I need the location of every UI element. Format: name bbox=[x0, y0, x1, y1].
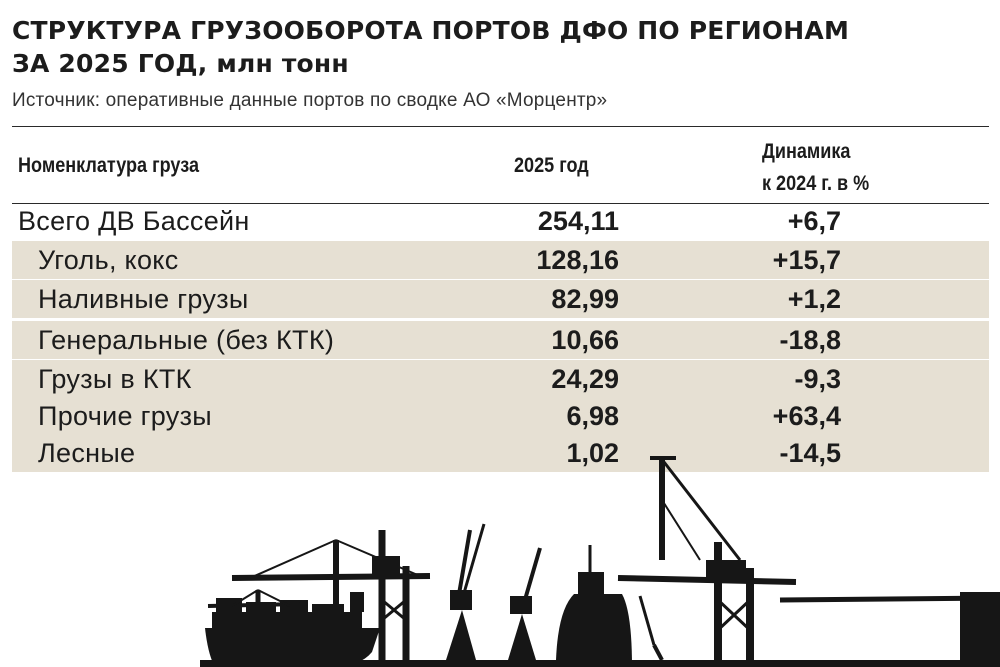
row-value: 6,98 bbox=[566, 401, 619, 431]
row-dynamics: +15,7 bbox=[772, 245, 841, 275]
row-dynamics: +1,2 bbox=[787, 284, 841, 314]
row-value: 128,16 bbox=[536, 245, 619, 275]
table-row-total: Всего ДВ Бассейн 254,11 +6,7 bbox=[12, 202, 989, 240]
table-row: Грузы в КТК 24,29 -9,3 bbox=[12, 360, 989, 398]
port-cranes-and-ships-silhouette-icon bbox=[200, 456, 1000, 667]
row-dynamics: -9,3 bbox=[794, 364, 841, 394]
row-value: 254,11 bbox=[537, 206, 619, 236]
row-name: Лесные bbox=[38, 438, 136, 468]
row-value: 1,02 bbox=[566, 438, 619, 468]
row-name: Уголь, кокс bbox=[38, 245, 179, 275]
column-header-dynamics: Динамика к 2024 г. в % bbox=[762, 136, 869, 200]
page-title: СТРУКТУРА ГРУЗООБОРОТА ПОРТОВ ДФО ПО РЕГ… bbox=[12, 14, 972, 80]
table-row: Наливные грузы 82,99 +1,2 bbox=[12, 280, 989, 318]
row-dynamics: +6,7 bbox=[787, 206, 841, 236]
column-header-name: Номенклатура груза bbox=[18, 154, 200, 177]
row-name: Всего ДВ Бассейн bbox=[18, 206, 250, 236]
title-line-2: ЗА 2025 ГОД, млн тонн bbox=[12, 49, 349, 78]
row-name: Грузы в КТК bbox=[38, 364, 192, 394]
table-row: Прочие грузы 6,98 +63,4 bbox=[12, 397, 989, 435]
table-row: Лесные 1,02 -14,5 bbox=[12, 434, 989, 472]
column-header-dynamics-line-1: Динамика bbox=[762, 140, 851, 163]
row-value: 10,66 bbox=[551, 325, 619, 355]
row-dynamics: -14,5 bbox=[779, 438, 841, 468]
top-divider bbox=[12, 126, 989, 127]
row-value: 24,29 bbox=[551, 364, 619, 394]
row-name: Генеральные (без КТК) bbox=[38, 325, 335, 355]
table-row: Генеральные (без КТК) 10,66 -18,8 bbox=[12, 321, 989, 359]
row-value: 82,99 bbox=[551, 284, 619, 314]
row-dynamics: -18,8 bbox=[779, 325, 841, 355]
row-name: Наливные грузы bbox=[38, 284, 249, 314]
title-line-1: СТРУКТУРА ГРУЗООБОРОТА ПОРТОВ ДФО ПО РЕГ… bbox=[12, 16, 850, 45]
table-row: Уголь, кокс 128,16 +15,7 bbox=[12, 241, 989, 279]
header-divider bbox=[12, 203, 989, 204]
source-note: Источник: оперативные данные портов по с… bbox=[12, 90, 608, 111]
row-dynamics: +63,4 bbox=[772, 401, 841, 431]
row-name: Прочие грузы bbox=[38, 401, 212, 431]
column-header-year: 2025 год bbox=[514, 154, 589, 177]
column-header-dynamics-line-2: к 2024 г. в % bbox=[762, 172, 870, 195]
